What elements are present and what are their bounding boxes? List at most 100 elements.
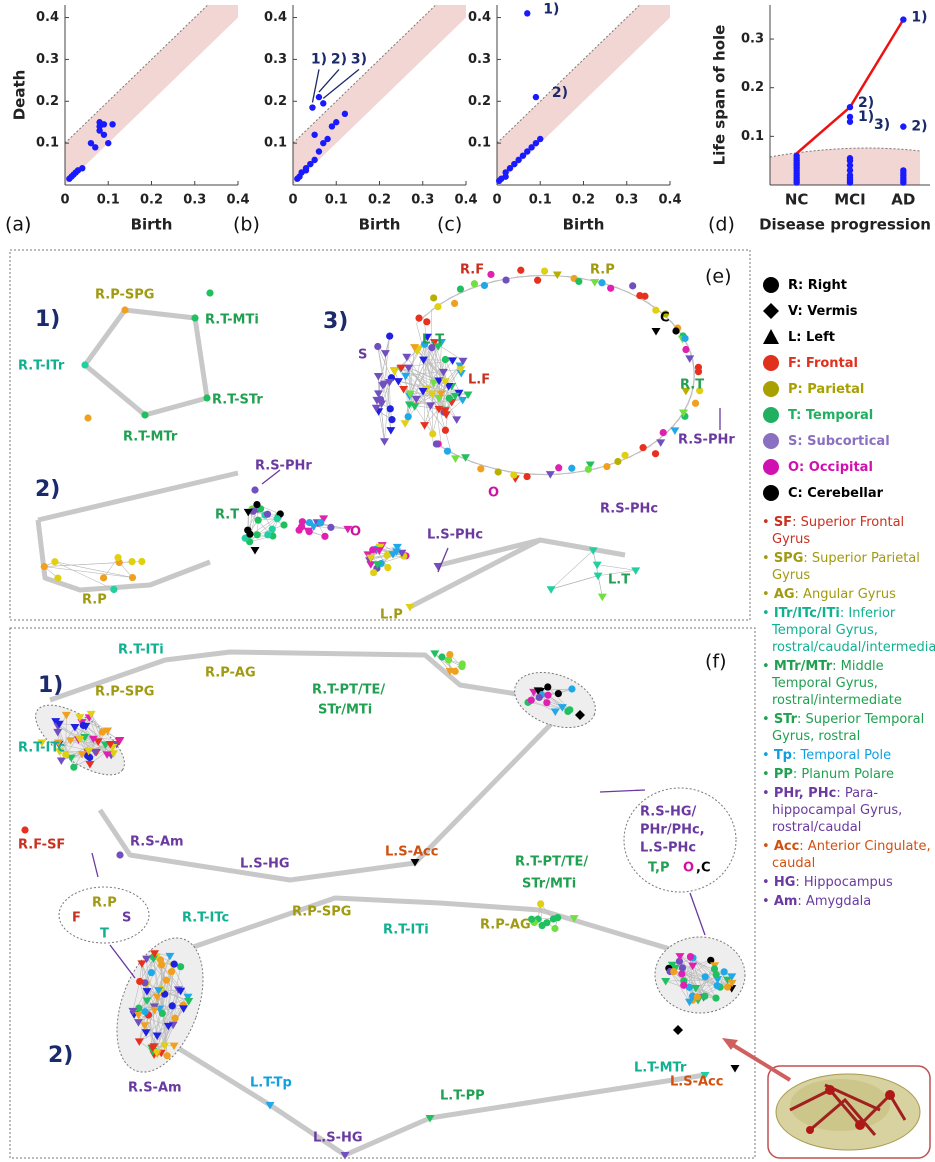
- x-axis-label: Birth: [131, 216, 173, 234]
- y-tick-label: 0.2: [468, 94, 491, 109]
- abbreviation: • STr: Superior Temporal Gyrus, rostral: [762, 711, 932, 745]
- node: [136, 978, 143, 985]
- node-label: L.S-Acc: [670, 1075, 723, 1090]
- node: [528, 697, 535, 704]
- node-label: L.S-Acc: [385, 845, 438, 860]
- node: [264, 511, 271, 518]
- point: [101, 132, 107, 138]
- abbreviation: • Acc: Anterior Cingulate, caudal: [762, 838, 932, 872]
- abbreviation-term: STr: [774, 712, 797, 727]
- node: [80, 722, 87, 729]
- y-tick-label: 0.2: [264, 94, 287, 109]
- x-tick-label: 0: [492, 193, 501, 208]
- y-tick-label: 0.2: [741, 80, 764, 95]
- node: [401, 420, 410, 428]
- node: [129, 574, 136, 581]
- node: [598, 279, 605, 286]
- legend-item: F: Frontal: [762, 350, 932, 376]
- node-label: L.T: [608, 573, 630, 588]
- node: [568, 685, 575, 692]
- node: [254, 531, 261, 538]
- point: [533, 94, 539, 100]
- x-tick-label: MCI: [834, 191, 866, 209]
- node: [534, 277, 541, 284]
- graph-number: 2): [35, 477, 60, 502]
- node: [380, 438, 389, 446]
- node: [452, 416, 461, 424]
- node: [444, 448, 451, 455]
- callout-label: S: [122, 911, 131, 926]
- graph-number: 1): [38, 673, 63, 698]
- node: [163, 977, 170, 984]
- point: [900, 123, 906, 129]
- callout-label: O: [683, 861, 694, 876]
- node: [70, 764, 77, 771]
- node: [568, 465, 575, 472]
- node: [555, 690, 562, 697]
- x-tick-label: 0.2: [572, 193, 595, 208]
- bullet: •: [762, 748, 774, 763]
- node: [374, 343, 381, 350]
- node: [298, 523, 305, 530]
- bullet: •: [762, 712, 774, 727]
- node: [206, 289, 213, 296]
- node: [244, 527, 251, 534]
- node-label: R.T: [215, 508, 239, 523]
- node-label: L.S-PHc: [427, 528, 483, 543]
- node-label: R.T-ITc: [182, 911, 229, 926]
- node: [452, 668, 459, 675]
- y-tick-label: 0.3: [741, 32, 764, 47]
- node: [721, 968, 728, 975]
- node: [502, 276, 509, 283]
- node: [387, 405, 394, 412]
- node: [370, 569, 377, 576]
- y-tick-label: 0.3: [36, 52, 59, 67]
- annotation: 2): [552, 85, 568, 101]
- node: [457, 285, 464, 292]
- node: [51, 558, 58, 565]
- node: [537, 900, 544, 907]
- node: [280, 521, 287, 528]
- node: [446, 395, 453, 402]
- node: [614, 458, 621, 465]
- point: [316, 94, 322, 100]
- abbreviation-term: HG: [774, 875, 796, 890]
- node-label: L.T-Tp: [250, 1076, 292, 1091]
- panel-label: (d): [708, 214, 735, 236]
- node-label: STr/MTi: [318, 703, 372, 718]
- abbreviation-term: SF: [774, 515, 792, 530]
- abbreviation-text: : Temporal Pole: [792, 748, 891, 763]
- node-label: R.S-Am: [128, 1081, 182, 1096]
- node: [695, 368, 702, 375]
- node: [451, 455, 460, 463]
- callout-label: T: [100, 927, 109, 942]
- annotation: 1): [311, 51, 327, 67]
- node-label: R.F-SF: [18, 838, 65, 853]
- legend-label: C: Cerebellar: [788, 486, 883, 501]
- callout-label: L.S-PHc: [640, 841, 696, 856]
- abbreviation: • HG: Hippocampus: [762, 874, 932, 891]
- legend-label: F: Frontal: [788, 356, 858, 371]
- point: [311, 132, 317, 138]
- panel-label: (b): [233, 214, 260, 236]
- y-tick-label: 0.1: [468, 136, 491, 151]
- node: [687, 953, 694, 960]
- callout-label: T,P: [648, 861, 669, 876]
- node: [510, 471, 517, 478]
- node: [724, 983, 731, 990]
- node: [172, 1015, 179, 1022]
- node: [388, 416, 395, 423]
- node: [159, 1010, 166, 1017]
- legend-marker: [762, 302, 780, 320]
- strong-edge: [170, 898, 690, 955]
- node: [607, 285, 614, 292]
- node: [481, 282, 488, 289]
- point: [333, 119, 339, 125]
- node-label: L.S-HG: [313, 1131, 363, 1146]
- legend: R: RightV: VermisL: LeftF: FrontalP: Par…: [762, 272, 932, 910]
- bullet: •: [762, 839, 774, 854]
- node: [590, 279, 599, 287]
- x-tick-label: 0.1: [529, 193, 552, 208]
- y-tick-label: 0.3: [468, 52, 491, 67]
- abbreviation-text: : Amygdala: [797, 894, 871, 909]
